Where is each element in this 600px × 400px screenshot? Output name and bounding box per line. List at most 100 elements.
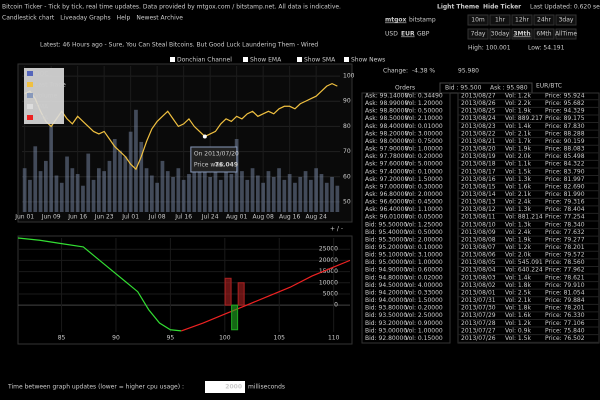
trade-cell: Price: 78.201	[545, 244, 585, 251]
trade-cell: 2013/08/27	[461, 93, 496, 100]
order-price: Bid: 95.30000	[365, 236, 407, 243]
volume-bar	[118, 150, 122, 212]
trade-cell: 2013/08/23	[461, 123, 496, 130]
x-tick-label: 95	[167, 335, 175, 342]
currency[interactable]: USD	[385, 31, 398, 38]
trade-cell: Price: 78.560	[545, 259, 585, 266]
toggle-label[interactable]: Donchian Channel	[177, 57, 232, 64]
order-volume: Vol: 1.00000	[405, 146, 443, 153]
checkbox[interactable]	[344, 57, 349, 62]
checkbox[interactable]	[170, 57, 175, 62]
y-tick-label: 25000	[319, 246, 338, 253]
currency[interactable]: GBP	[417, 31, 430, 38]
page-title: Bitcoin Ticker - Tick by tick, real time…	[2, 4, 341, 11]
order-price: Ask: 96.80000	[365, 191, 408, 198]
order-volume: Vol: 3.00000	[405, 130, 443, 137]
range-button[interactable]	[489, 28, 511, 40]
range-button[interactable]	[467, 28, 489, 40]
trade-cell: Vol: 1.3k	[505, 221, 531, 228]
x-tick-label: Jul 24	[201, 214, 219, 221]
range-button[interactable]	[489, 14, 511, 26]
volume-bar	[240, 171, 244, 212]
price: 95.980	[458, 68, 479, 75]
x-tick-label: 100	[219, 335, 231, 342]
order-price: Ask: 96.40000	[365, 206, 408, 213]
toggle-label[interactable]: Show EMA	[250, 57, 282, 64]
theme-link[interactable]: Light Theme	[437, 4, 479, 11]
order-volume: Vol: 0.10000	[405, 244, 443, 251]
trade-cell: Vol: 1.1k	[505, 161, 531, 168]
low: Low: 54.191	[528, 45, 565, 52]
trades-panel	[457, 92, 600, 344]
volume-bar	[197, 165, 202, 212]
exchange[interactable]: mtgox	[385, 17, 407, 24]
toggle-label[interactable]: Show SMA	[304, 57, 336, 64]
nav-link[interactable]: Liveaday Graphs	[60, 15, 110, 22]
bid: Bid : 95.500	[445, 85, 482, 92]
order-volume: Vol: 2.50000	[405, 312, 443, 319]
range-button[interactable]	[511, 28, 533, 40]
trade-cell: Vol: 1.6k	[505, 312, 531, 319]
order-volume: Vol: 0.33000	[405, 289, 443, 296]
range-label[interactable]: AllTime	[555, 31, 577, 38]
volume-bar	[181, 179, 186, 212]
order-volume: Vol: 0.20000	[405, 305, 443, 312]
trade-cell: 2013/08/01	[461, 289, 496, 296]
trade-cell: Vol: 2.2k	[505, 100, 531, 107]
order-volume: Vol: 0.34490	[405, 93, 443, 100]
range-label[interactable]: 7day	[471, 31, 486, 38]
volume-bar	[324, 182, 329, 212]
exchange[interactable]: bitstamp	[409, 17, 436, 24]
range-button[interactable]	[555, 28, 577, 40]
checkbox[interactable]	[297, 57, 302, 62]
change: -4.38 %	[412, 68, 435, 75]
trade-cell: 2013/08/20	[461, 146, 496, 153]
zoom[interactable]: + / -	[330, 226, 343, 233]
volume-bar	[54, 175, 59, 212]
range-button[interactable]	[533, 28, 555, 40]
interval-input[interactable]	[205, 381, 245, 393]
nav-link[interactable]: Newest Archive	[136, 15, 183, 22]
legend-swatch	[27, 104, 33, 109]
range-label[interactable]: 30day	[491, 31, 510, 38]
trade-cell: Price: 81.997	[545, 176, 585, 183]
trade-cell: Vol: 1.5k	[505, 168, 531, 175]
volume-bar	[91, 179, 96, 212]
nav-link[interactable]: Help	[117, 15, 131, 22]
order-volume: Vol: 1.00000	[405, 327, 443, 334]
volume-bar	[155, 182, 160, 212]
range-button[interactable]	[467, 14, 489, 26]
hide-link[interactable]: Hide Ticker	[483, 4, 521, 11]
range-label[interactable]: 24hr	[537, 17, 551, 24]
range-button[interactable]	[555, 14, 577, 26]
order-price: Bid: 93.20000	[365, 320, 407, 327]
trade-cell: 2013/08/11	[461, 214, 496, 221]
trade-cell: 2013/08/21	[461, 138, 496, 145]
range-button[interactable]	[511, 14, 533, 26]
trade-cell: Vol: 2.4k	[505, 199, 531, 206]
range-label[interactable]: 10m	[471, 17, 485, 24]
range-button[interactable]	[533, 14, 555, 26]
trade-cell: Price: 77.106	[545, 320, 585, 327]
y-tick-label: 100	[343, 73, 355, 80]
ask: Ask : 95.980	[490, 85, 528, 92]
currency[interactable]: EUR	[401, 31, 415, 38]
trade-cell: Vol: 1.6k	[505, 183, 531, 190]
y-tick-label: 70	[343, 148, 351, 155]
nav-link[interactable]: Candlestick chart	[2, 15, 55, 22]
range-label[interactable]: 6Mth	[536, 31, 551, 38]
range-label[interactable]: 3Mth	[513, 31, 530, 38]
interval-value[interactable]: 2000	[225, 384, 242, 391]
toggle-label[interactable]: Show News	[351, 57, 385, 64]
range-label[interactable]: 12hr	[515, 17, 529, 24]
checkbox[interactable]	[243, 57, 248, 62]
volume-bar	[128, 131, 133, 212]
trade-cell: Price: 78.621	[545, 274, 585, 281]
trade-cell: 2013/08/09	[461, 229, 496, 236]
trade-cell: 2013/08/15	[461, 183, 496, 190]
range-label[interactable]: 1hr	[495, 17, 506, 24]
trade-cell: Vol: 1.3k	[505, 176, 531, 183]
range-label[interactable]: 3day	[559, 17, 574, 24]
order-price: Bid: 95.40000	[365, 229, 407, 236]
